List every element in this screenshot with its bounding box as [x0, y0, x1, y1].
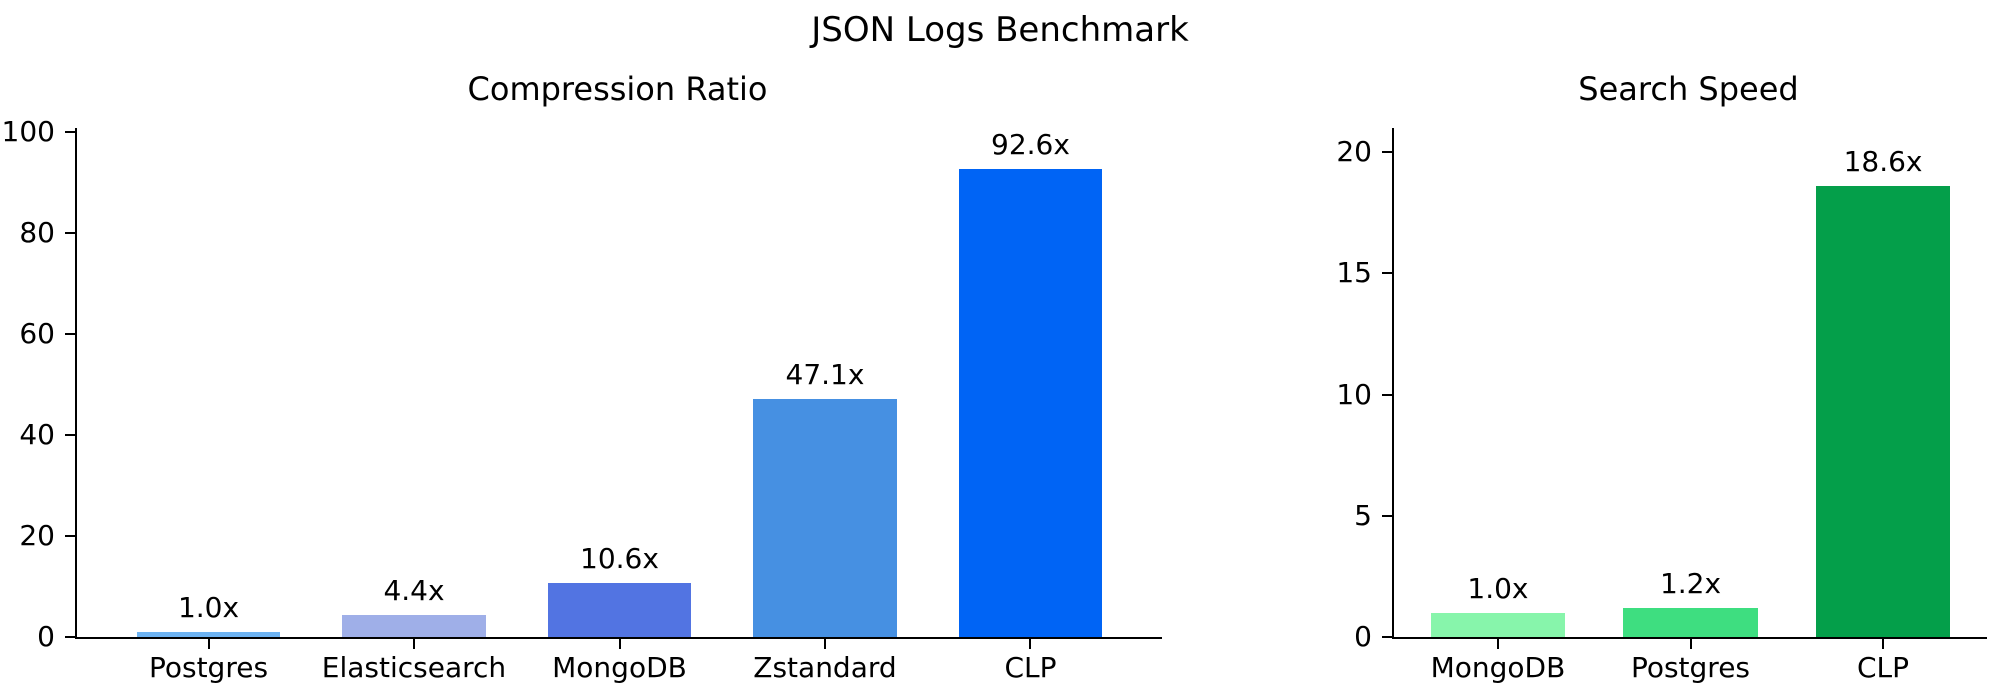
bar-zstandard [753, 399, 897, 637]
bar-postgres [136, 632, 281, 637]
figure-title: JSON Logs Benchmark [811, 10, 1189, 50]
bar-clp [958, 169, 1103, 637]
search-speed-plot: 0 5 10 15 20 1.0x MongoDB 1.2x Postgres 18.6x CLP [1336, 128, 1987, 684]
x-category-label: Postgres [1630, 651, 1751, 684]
y-tick-mark [1382, 272, 1392, 275]
y-tick-label: 0 [1354, 620, 1372, 653]
y-tick-mark [65, 535, 75, 537]
x-category-label: MongoDB [552, 651, 687, 684]
y-tick-label: 80 [19, 216, 55, 250]
x-category-label: MongoDB [1430, 651, 1566, 684]
y-tick-mark [65, 232, 75, 235]
x-tick-mark [413, 639, 415, 649]
y-tick-mark [1382, 393, 1392, 396]
search-speed-title: Search Speed [1578, 70, 1799, 108]
y-tick-mark [65, 636, 75, 638]
y-tick-label: 100 [1, 115, 55, 149]
bar-value-label: 1.2x [1659, 567, 1722, 600]
y-tick-label: 20 [1336, 135, 1372, 169]
bar-value-label: 1.0x [177, 591, 240, 624]
y-tick-mark [65, 131, 75, 134]
bar-mongodb [1430, 613, 1566, 637]
compression-ratio-plot: 0 20 40 60 80 100 1.0x Postgres 4.4x Elasticsearc… [2, 115, 1162, 684]
bar-elasticsearch [342, 615, 486, 637]
bar-value-label: 18.6x [1843, 145, 1923, 178]
y-tick-label: 10 [1336, 377, 1372, 411]
y-tick-mark [1382, 151, 1392, 154]
bar-value-label: 92.6x [991, 128, 1070, 161]
bar-clp [1815, 186, 1951, 637]
x-tick-mark [1882, 639, 1885, 649]
bar-value-label: 1.0x [1467, 572, 1529, 605]
y-tick-mark [1382, 636, 1392, 638]
y-tick-mark [65, 434, 75, 437]
bar-postgres [1623, 608, 1758, 637]
x-category-label: Postgres [148, 651, 269, 684]
y-tick-label: 60 [19, 317, 55, 351]
compression-ratio-title: Compression Ratio [467, 70, 768, 108]
y-tick-label: 40 [19, 418, 55, 452]
bar-value-label: 47.1x [785, 358, 865, 391]
x-category-label: Zstandard [753, 651, 897, 684]
y-tick-mark [65, 333, 75, 336]
y-tick-label: 20 [19, 519, 55, 552]
y-tick-mark [1382, 514, 1392, 517]
x-tick-mark [618, 639, 621, 649]
y-tick-label: 0 [37, 620, 55, 653]
bar-mongodb [547, 583, 692, 637]
x-category-label: Elasticsearch [321, 651, 507, 684]
x-tick-mark [823, 639, 826, 649]
x-tick-mark [1689, 639, 1692, 649]
y-tick-label: 5 [1354, 498, 1372, 532]
x-category-label: CLP [1004, 651, 1057, 684]
x-tick-mark [1496, 639, 1499, 649]
y-tick-label: 15 [1336, 256, 1372, 290]
bar-value-label: 10.6x [580, 542, 659, 575]
x-tick-mark [1029, 639, 1032, 649]
bar-value-label: 4.4x [383, 574, 445, 607]
x-category-label: CLP [1857, 651, 1910, 684]
x-tick-mark [207, 639, 210, 649]
